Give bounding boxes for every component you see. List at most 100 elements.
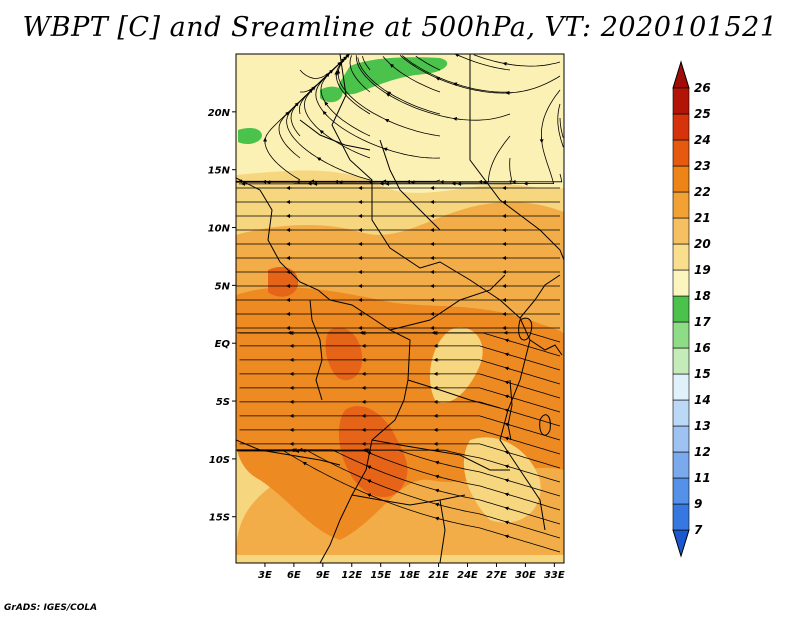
streamline-arrow (504, 450, 511, 455)
streamline (362, 55, 371, 71)
colorbar-label: 20 (694, 237, 711, 251)
colorbar-label: 21 (694, 211, 711, 225)
map-frame (235, 53, 565, 564)
streamline-arrow (504, 408, 511, 413)
streamline-arrow (434, 516, 441, 521)
lon-tick-label: 24E (457, 570, 478, 581)
colorbar-box (672, 243, 690, 271)
streamline-arrow (366, 451, 373, 456)
lat-tick-label: EQ (215, 339, 231, 350)
streamline-arrow (294, 102, 299, 107)
lakes (507, 317, 551, 441)
streamline (335, 55, 371, 115)
streamline-arrow (319, 129, 325, 135)
streamline (349, 55, 371, 93)
lon-tick-label: 18E (399, 570, 420, 581)
colorbar-box (672, 269, 690, 297)
colorbar-box (672, 139, 690, 167)
streamline-arrow (453, 82, 459, 87)
streamline-arrow (504, 352, 511, 357)
lat-tick-label: 15N (208, 166, 231, 177)
colorbar-label: 13 (694, 419, 711, 433)
colorbar-box (672, 191, 690, 219)
colorbar-label: 7 (694, 523, 703, 537)
colorbar-label: 15 (694, 367, 711, 381)
lat-tick-label: 15S (209, 513, 230, 524)
lat-tick-label: 5N (215, 281, 231, 292)
lon-tick-label: 21E (428, 570, 449, 581)
streamline-arrow (435, 77, 442, 81)
wbpt-red-orange-core-center (325, 327, 363, 381)
wbpt-red-orange-core-west (268, 266, 299, 297)
latitude-axis: 20N 15N 10N 5N EQ 5S 10S 15S (208, 108, 236, 524)
chart-title: WBPT [C] and Sreamline at 500hPa, VT: 20… (22, 12, 778, 43)
colorbar-box (672, 399, 690, 427)
lon-tick-label: 15E (370, 570, 391, 581)
lon-tick-label: 33E (544, 570, 565, 581)
streamline-arrow (366, 479, 373, 484)
lon-tick-label: 27E (486, 570, 507, 581)
lon-tick-label: 12E (341, 570, 362, 581)
software-credit: GrADS: IGES/COLA (4, 603, 98, 613)
colorbar-box (672, 295, 690, 323)
map-plot (236, 54, 564, 563)
streamlines (236, 54, 564, 553)
streamline-arrow (324, 101, 329, 107)
streamline-arrow (504, 464, 511, 469)
longitude-axis: 3E 6E 9E 12E 15E 18E 21E 24E 27E 30E 33E (258, 563, 565, 581)
streamline-arrow (504, 394, 511, 399)
colorbar-label: 17 (694, 315, 711, 329)
streamline-arrow (434, 474, 441, 479)
lat-tick-label: 5S (216, 397, 230, 408)
streamline (355, 55, 511, 121)
lon-tick-label: 30E (515, 570, 536, 581)
streamline-arrow (502, 61, 509, 66)
streamline-arrow (434, 502, 441, 507)
colorbar-label: 11 (694, 471, 711, 485)
wbpt-red-orange-core-south (338, 406, 408, 498)
streamline-arrow (366, 465, 373, 470)
streamline-arrow (384, 118, 391, 123)
streamline-arrow (504, 506, 511, 511)
colorbar-label: 19 (694, 263, 711, 277)
colorbar-box (672, 113, 690, 141)
streamline (239, 179, 512, 185)
colorbar-box (672, 451, 690, 479)
streamline (399, 54, 561, 94)
streamline-arrow (366, 493, 373, 498)
colorbar-box (672, 165, 690, 193)
colorbar-box (672, 503, 690, 531)
wbpt-green-cool-region-strip (320, 86, 343, 103)
wbpt-green-cool-region-west (238, 128, 262, 144)
colorbar-label: 22 (694, 185, 711, 199)
lat-tick-label: 20N (208, 108, 231, 119)
colorbar-box (672, 321, 690, 349)
colorbar-label: 26 (694, 81, 711, 95)
streamline-arrow (504, 436, 511, 441)
streamline (473, 54, 561, 67)
lon-tick-label: 3E (258, 570, 272, 581)
colorbar-label: 25 (694, 107, 711, 121)
streamline (415, 55, 441, 71)
streamline (456, 54, 511, 71)
streamline (236, 179, 441, 182)
colorbar-label: 12 (694, 445, 711, 459)
streamline-arrow (322, 110, 327, 116)
colorbar-box (672, 425, 690, 453)
streamline-arrow (504, 380, 511, 385)
colorbar-box (672, 477, 690, 505)
streamline (559, 117, 564, 138)
streamline-arrow (504, 534, 511, 539)
streamline-arrow (302, 461, 308, 466)
colorbar-label: 9 (694, 497, 702, 511)
streamline-arrow (452, 116, 459, 121)
colorbar-label: 18 (694, 289, 711, 303)
streamline (557, 103, 564, 148)
streamline-arrow (383, 147, 389, 152)
streamline-arrow (504, 338, 511, 343)
colorbar-label: 16 (694, 341, 711, 355)
colorbar: 7 9 11 12 13 14 15 16 17 18 19 20 21 22 23 24 25 26 (672, 60, 711, 558)
colorbar-label: 14 (694, 393, 711, 407)
lon-tick-label: 6E (287, 570, 301, 581)
